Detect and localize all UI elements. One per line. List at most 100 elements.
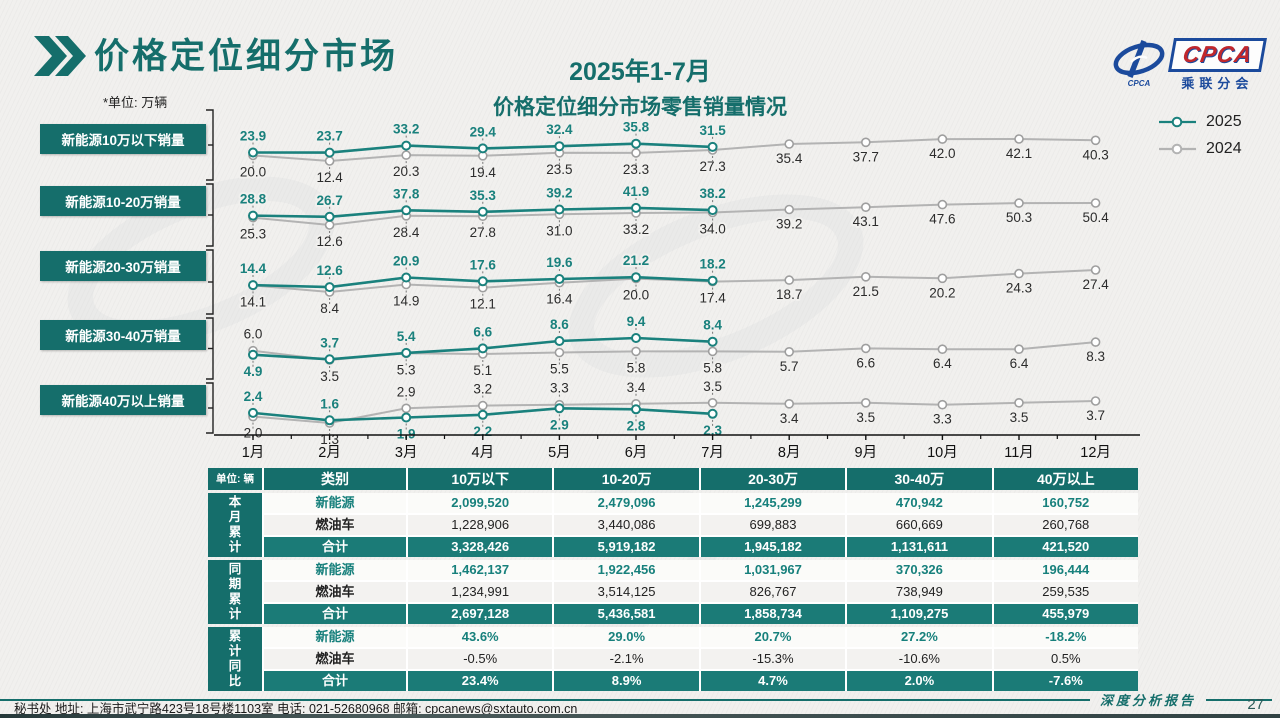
table-cell: -2.1% — [554, 649, 699, 669]
value-label: 6.0 — [244, 327, 263, 342]
value-label: 32.4 — [546, 122, 573, 137]
data-point-2024 — [1014, 198, 1024, 208]
x-axis-label: 5月 — [548, 445, 571, 461]
value-label: 3.5 — [320, 369, 339, 384]
data-point-2025 — [324, 354, 335, 365]
value-label: 14.4 — [240, 261, 267, 276]
line-2024 — [252, 202, 1096, 227]
table-cell: 29.0% — [554, 627, 699, 647]
data-point-2024 — [707, 397, 718, 408]
table-cell: 1,922,456 — [554, 560, 699, 580]
band-label-nev-over-400k: 新能源40万以上销量 — [40, 385, 206, 415]
data-point-2025 — [631, 138, 641, 149]
value-label: 2.9 — [397, 384, 416, 399]
value-label: 5.5 — [550, 362, 569, 377]
x-axis-label: 2月 — [318, 445, 341, 461]
value-label: 14.1 — [240, 294, 266, 309]
value-label: 20.0 — [623, 288, 649, 303]
legend-line-marker-icon — [1159, 143, 1196, 154]
x-axis-label: 4月 — [472, 445, 495, 461]
data-point-2024 — [937, 344, 948, 355]
value-label: 33.2 — [393, 122, 419, 137]
line-2024 — [252, 137, 1096, 163]
table-cell: 1,245,299 — [700, 493, 846, 513]
legend-label: 2024 — [1206, 139, 1242, 157]
row-label: 合计 — [264, 604, 406, 624]
value-label: 39.2 — [776, 217, 802, 232]
value-label: 40.3 — [1082, 147, 1108, 162]
footer-divider-line — [1206, 698, 1272, 701]
table-cell: 1,031,967 — [700, 560, 846, 580]
value-label: 24.3 — [1006, 281, 1032, 296]
data-point-2024 — [324, 220, 335, 230]
row-label: 合计 — [264, 537, 406, 557]
table-cell: 5,436,581 — [554, 604, 699, 624]
data-point-2025 — [477, 206, 488, 217]
data-point-2024 — [937, 273, 948, 284]
chart-title-subject: 价格定位细分市场零售销量情况 — [493, 96, 787, 119]
row-label: 新能源 — [264, 493, 406, 513]
group-label-char: 累 — [228, 525, 242, 539]
value-label: 5.4 — [397, 329, 416, 344]
table-cell: 27.2% — [847, 627, 992, 647]
data-point-2024 — [401, 150, 412, 160]
value-label: 23.5 — [546, 162, 572, 177]
table-cell: 3,328,426 — [408, 537, 553, 557]
data-point-2025 — [324, 282, 335, 293]
row-label: 燃油车 — [264, 649, 406, 669]
value-label: 2.8 — [627, 418, 646, 433]
data-point-2025 — [477, 276, 488, 287]
value-label: 47.6 — [929, 212, 955, 227]
data-point-2024 — [1090, 337, 1101, 347]
row-label: 燃油车 — [264, 582, 406, 602]
value-label: 6.6 — [473, 324, 492, 339]
value-label: 21.2 — [623, 253, 649, 268]
table-cell: 1,228,906 — [408, 515, 553, 535]
cpca-swoosh-icon: CPCA — [1111, 38, 1167, 93]
data-point-2025 — [477, 143, 488, 154]
band-label-nev-300-400k: 新能源30-40万销量 — [40, 320, 206, 350]
table-cell: 260,768 — [993, 515, 1138, 535]
table-cell: 8.9% — [554, 671, 699, 691]
value-label: 27.4 — [1082, 277, 1109, 292]
value-label: 25.3 — [240, 227, 266, 242]
table-cell: 23.4% — [408, 671, 553, 691]
data-point-2024 — [784, 204, 795, 215]
band-label-nev-200-300k: 新能源20-30万销量 — [40, 251, 206, 281]
data-point-2024 — [324, 156, 335, 166]
value-label: 5.7 — [780, 359, 799, 374]
value-label: 1.6 — [320, 396, 339, 411]
value-label: 35.4 — [776, 151, 803, 166]
value-label: 8.4 — [320, 301, 339, 316]
value-label: 12.6 — [316, 234, 342, 249]
value-label: 2.4 — [244, 389, 263, 404]
value-label: 31.0 — [546, 223, 572, 238]
value-label: 35.8 — [623, 120, 650, 135]
group-label-char: 累 — [228, 592, 242, 606]
table-cell: 1,234,991 — [408, 582, 553, 602]
value-label: 41.9 — [623, 184, 649, 199]
value-label: 3.7 — [1086, 408, 1105, 423]
line-2024 — [252, 341, 1096, 362]
x-axis-label: 3月 — [395, 445, 418, 461]
column-header-category: 类别 — [264, 468, 406, 490]
value-label: 35.3 — [470, 188, 497, 203]
data-point-2024 — [860, 271, 871, 282]
value-label: 8.3 — [1086, 349, 1105, 364]
value-label: 50.4 — [1082, 210, 1109, 225]
group-label-同期累计: 同期累计 — [208, 560, 262, 624]
table-unit-label: 单位: 辆 — [208, 468, 262, 490]
data-point-2024 — [1014, 134, 1024, 144]
table-cell: 3,514,125 — [554, 582, 699, 602]
footer-contact: 秘书处 地址: 上海市武宁路423号18号楼1103室 电话: 021-5268… — [14, 702, 578, 716]
data-point-2024 — [1090, 135, 1101, 146]
column-header: 20-30万 — [700, 468, 846, 490]
group-label-char: 同 — [228, 659, 242, 673]
table-cell: -0.5% — [408, 649, 553, 669]
table-header-row: 单位: 辆类别 10万以下 10-20万 20-30万 30-40万 40万以上 — [208, 468, 1138, 490]
column-header: 30-40万 — [847, 468, 992, 490]
table-cell: 0.5% — [993, 649, 1138, 669]
value-label: 2.0 — [244, 426, 263, 441]
data-point-2025 — [248, 407, 258, 418]
value-label: 1.9 — [397, 427, 416, 442]
